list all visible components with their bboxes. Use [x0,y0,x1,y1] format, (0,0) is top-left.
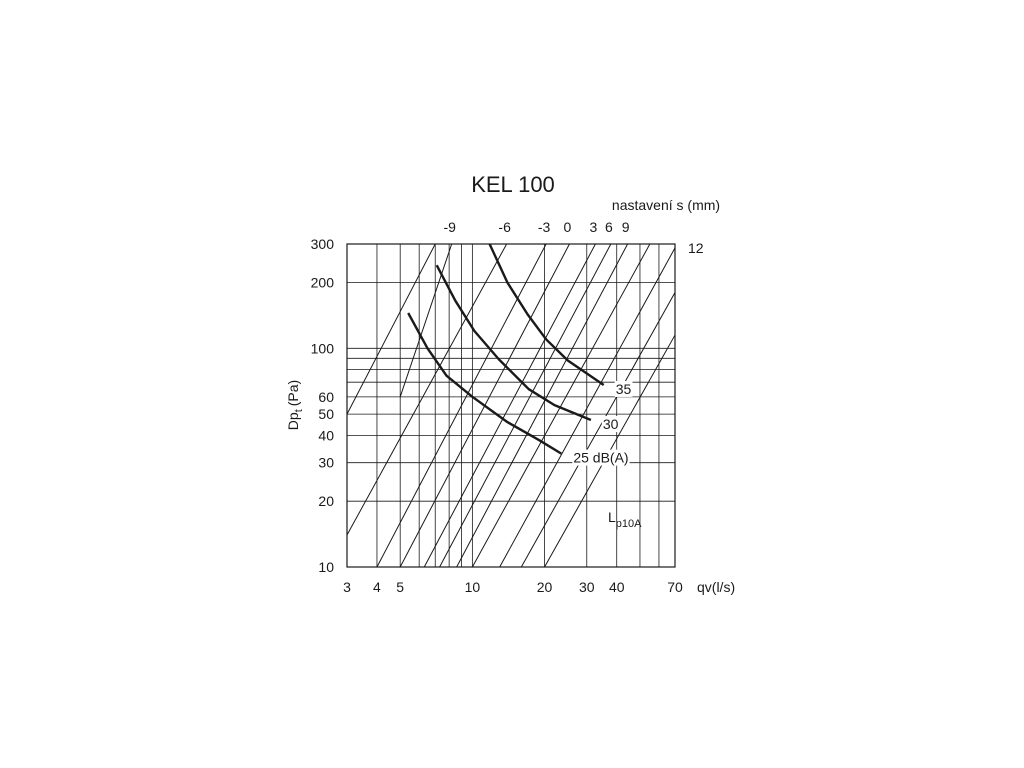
y-axis-label-unit: (Pa) [285,380,301,406]
top-tick-label: 3 [590,219,598,235]
top-axis-label: nastavení s (mm) [612,197,720,213]
x-tick-label: 10 [465,579,481,595]
setting-line [471,243,651,568]
x-tick-labels: 3 4 5 10 20 30 40 70 [343,579,683,595]
x-tick-label: 70 [667,579,683,595]
series-label: 35 [616,381,632,397]
noise-curve [488,243,605,386]
y-axis-label: Dpt (Pa) [285,380,305,430]
x-tick-label: 20 [537,579,553,595]
top-tick-label: 0 [564,219,572,235]
noise-curve [435,264,592,422]
svg-text:Dpt(Pa): Dpt (Pa) [285,380,305,430]
x-axis-label: qv(l/s) [697,579,735,595]
setting-line [346,243,436,415]
y-tick-label: 50 [318,406,334,422]
y-tick-label: 300 [311,236,335,252]
setting-line [439,243,612,568]
y-tick-label: 60 [318,389,334,405]
y-tick-label: 100 [311,340,335,356]
top-tick-labels: -9 -6 -3 0 3 6 9 12 [443,219,703,256]
x-tick-label: 30 [579,579,595,595]
setting-line [423,243,596,568]
setting-line [456,243,629,568]
lp10a-annotation: Lp10A [608,509,642,530]
y-tick-label: 10 [318,559,334,575]
series-label-bg [614,380,633,397]
series-label-bg [601,416,620,433]
y-tick-label: 200 [311,275,335,291]
lp10a-main: L [608,509,616,525]
top-tick-label: 9 [622,219,630,235]
x-tick-label: 5 [396,579,404,595]
series-label: 30 [603,416,619,432]
y-tick-label: 20 [318,493,334,509]
setting-line [346,243,508,536]
y-axis-label-sub: t [293,409,305,412]
noise-curves [407,243,605,455]
chart-title: KEL 100 [471,172,555,197]
y-axis-label-main: Dp [285,412,301,430]
top-tick-label: -6 [498,219,511,235]
x-tick-label: 4 [373,579,381,595]
series-label: 25 dB(A) [573,450,628,466]
setting-line [499,247,676,568]
setting-line [520,292,676,568]
lp10a-sub: p10A [616,518,642,530]
top-tick-label: -3 [538,219,551,235]
noise-curve [407,312,562,455]
top-tick-label: 12 [688,240,704,256]
top-tick-label: 6 [605,219,613,235]
x-tick-label: 3 [343,579,351,595]
x-tick-label: 40 [609,579,625,595]
top-tick-label: -9 [443,219,456,235]
y-tick-label: 30 [318,455,334,471]
setting-line [399,243,453,398]
series-label-bg [572,449,630,466]
plot-frame [346,243,676,568]
y-tick-label: 40 [318,427,334,443]
series-labels: 35 30 25 dB(A) [572,380,633,466]
